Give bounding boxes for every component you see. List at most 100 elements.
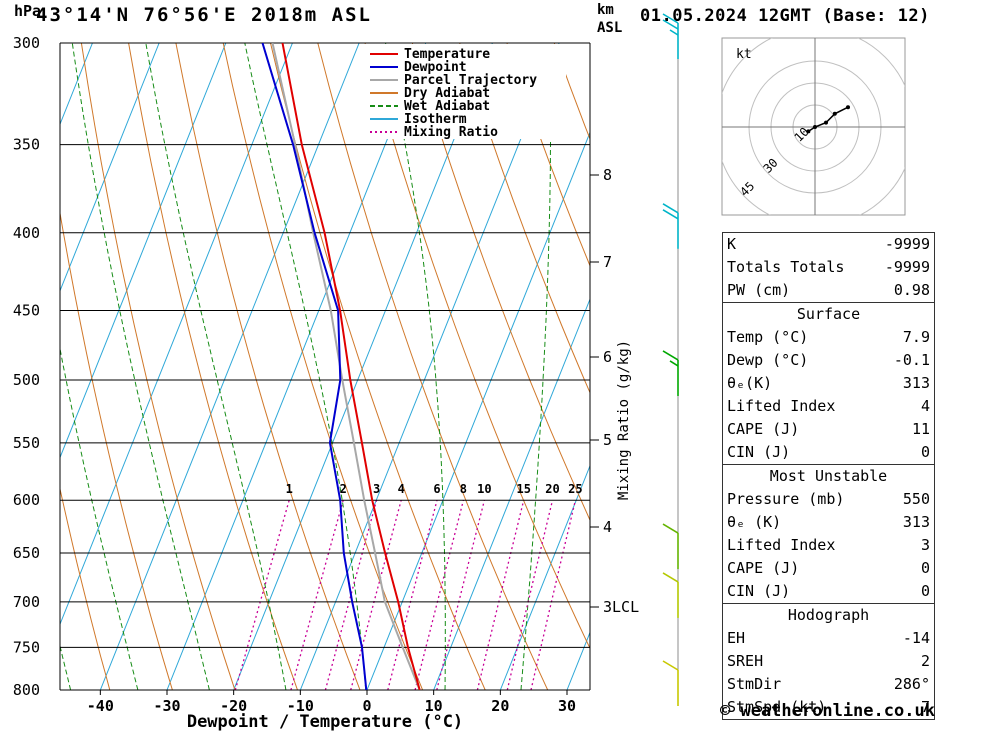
stat-label: θₑ (K) xyxy=(727,513,782,531)
stat-value: -9999 xyxy=(884,235,930,253)
sounding-stats-table: K -9999 Totals Totals -9999 PW (cm) 0.98 Surfa… xyxy=(722,232,935,720)
hodograph-ring-label: 30 xyxy=(761,156,781,176)
stat-row: Lifted Index 4 xyxy=(723,395,934,418)
hodograph-ring-label: 45 xyxy=(737,179,757,199)
wind-barb xyxy=(662,523,679,570)
stat-value: 313 xyxy=(902,513,930,531)
dry-adiabat-lines xyxy=(60,43,590,690)
legend-item-label: Parcel Trajectory xyxy=(404,73,537,88)
stat-row: PW (cm) 0.98 xyxy=(723,279,934,302)
pressure-tick-label: 550 xyxy=(13,434,40,452)
km-axis-label-1: km xyxy=(597,2,614,18)
stat-label: PW (cm) xyxy=(727,281,791,299)
legend-item-label: Dewpoint xyxy=(404,60,467,75)
svg-text:20: 20 xyxy=(545,482,559,496)
stat-label: Temp (°C) xyxy=(727,328,809,346)
km-tick-label: 8 xyxy=(603,166,612,184)
stat-label: CAPE (J) xyxy=(727,559,800,577)
svg-text:3: 3 xyxy=(373,482,380,496)
pressure-tick-label: 650 xyxy=(13,544,40,562)
pressure-tick-label: 350 xyxy=(13,136,40,154)
svg-text:8: 8 xyxy=(460,482,467,496)
hodograph-ring-label: 10 xyxy=(792,125,812,145)
svg-text:15: 15 xyxy=(516,482,530,496)
wind-barb xyxy=(662,13,679,59)
wind-barb xyxy=(662,572,679,618)
temp-tick-label: 30 xyxy=(558,697,576,715)
pressure-tick-label: 450 xyxy=(13,301,40,319)
stat-value: 7.9 xyxy=(902,328,930,346)
temp-tick-label: 0 xyxy=(362,697,371,715)
km-tick-label: 3LCL xyxy=(603,598,639,616)
wet-adiabat-lines xyxy=(60,43,551,690)
svg-text:1: 1 xyxy=(286,482,293,496)
stat-value: 11 xyxy=(911,420,930,438)
temp-tick-label: 10 xyxy=(425,697,443,715)
temp-axis-title: Dewpoint / Temperature (°C) xyxy=(187,712,463,732)
temp-tick-label: -30 xyxy=(153,697,180,715)
km-tick-label: 7 xyxy=(603,253,612,271)
stat-row: CAPE (J) 0 xyxy=(723,557,934,580)
hodograph-unit-label: kt xyxy=(736,47,752,62)
wind-barb xyxy=(662,203,679,249)
stat-row: EH -14 xyxy=(723,627,934,650)
legend-item-label: Wet Adiabat xyxy=(404,99,490,114)
copyright: © weatheronline.co.uk xyxy=(720,701,935,721)
stat-label: Dewp (°C) xyxy=(727,351,809,369)
station-title: 43°14'N 76°56'E 2018m ASL xyxy=(36,4,372,26)
stat-value: -0.1 xyxy=(893,351,930,369)
stat-row: CAPE (J) 11 xyxy=(723,418,934,441)
stat-row: StmSpd (kt) 7 xyxy=(723,696,934,719)
km-tick-label: 6 xyxy=(603,348,612,366)
skewt-chart: 1 2 3 4 6 8 10 15 20 25 TemperatureDewpointParcel… xyxy=(13,2,679,732)
stat-row: Totals Totals -9999 xyxy=(723,256,934,279)
stat-label: K xyxy=(727,235,737,253)
stat-row: Temp (°C) 7.9 xyxy=(723,326,934,349)
legend-item-label: Dry Adiabat xyxy=(404,86,490,101)
stat-value: 7 xyxy=(920,698,930,716)
stat-section-header: Hodograph xyxy=(723,603,934,627)
stat-value: 4 xyxy=(920,397,930,415)
stat-value: 0.98 xyxy=(893,281,930,299)
svg-text:25: 25 xyxy=(568,482,582,496)
stat-row: Pressure (mb) 550 xyxy=(723,488,934,511)
svg-text:4: 4 xyxy=(398,482,405,496)
stat-label: StmDir xyxy=(727,675,782,693)
stat-label: CIN (J) xyxy=(727,443,791,461)
stat-label: SREH xyxy=(727,652,764,670)
stat-value: 313 xyxy=(902,374,930,392)
pressure-gridlines xyxy=(59,42,591,691)
stat-value: 286° xyxy=(893,675,930,693)
datetime-title: 01.05.2024 12GMT (Base: 12) xyxy=(640,6,930,26)
temp-tick-label: -40 xyxy=(87,697,114,715)
stat-label: CAPE (J) xyxy=(727,420,800,438)
stat-row: CIN (J) 0 xyxy=(723,441,934,464)
stat-value: 0 xyxy=(920,582,930,600)
pressure-tick-label: 800 xyxy=(13,681,40,699)
wind-barb xyxy=(662,660,679,706)
stat-label: StmSpd (kt) xyxy=(727,698,827,716)
stat-row: θₑ(K) 313 xyxy=(723,372,934,395)
svg-text:6: 6 xyxy=(433,482,440,496)
stat-row: StmDir 286° xyxy=(723,673,934,696)
stat-value: 0 xyxy=(920,559,930,577)
legend-item-label: Mixing Ratio xyxy=(404,125,498,140)
sounding-curves xyxy=(261,43,421,690)
isotherm-lines xyxy=(60,43,590,690)
stat-value: 2 xyxy=(920,652,930,670)
stat-value: 0 xyxy=(920,443,930,461)
dewpoint-curve xyxy=(261,43,368,690)
svg-text:10: 10 xyxy=(477,482,491,496)
stat-label: Pressure (mb) xyxy=(727,490,845,508)
stat-value: -9999 xyxy=(884,258,930,276)
stat-section-header: Most Unstable xyxy=(723,464,934,488)
stat-row: SREH 2 xyxy=(723,650,934,673)
km-tick-label: 5 xyxy=(603,431,612,449)
stat-label: θₑ(K) xyxy=(727,374,773,392)
km-tick-label: 4 xyxy=(603,518,612,536)
temp-tick-label: -20 xyxy=(220,697,247,715)
